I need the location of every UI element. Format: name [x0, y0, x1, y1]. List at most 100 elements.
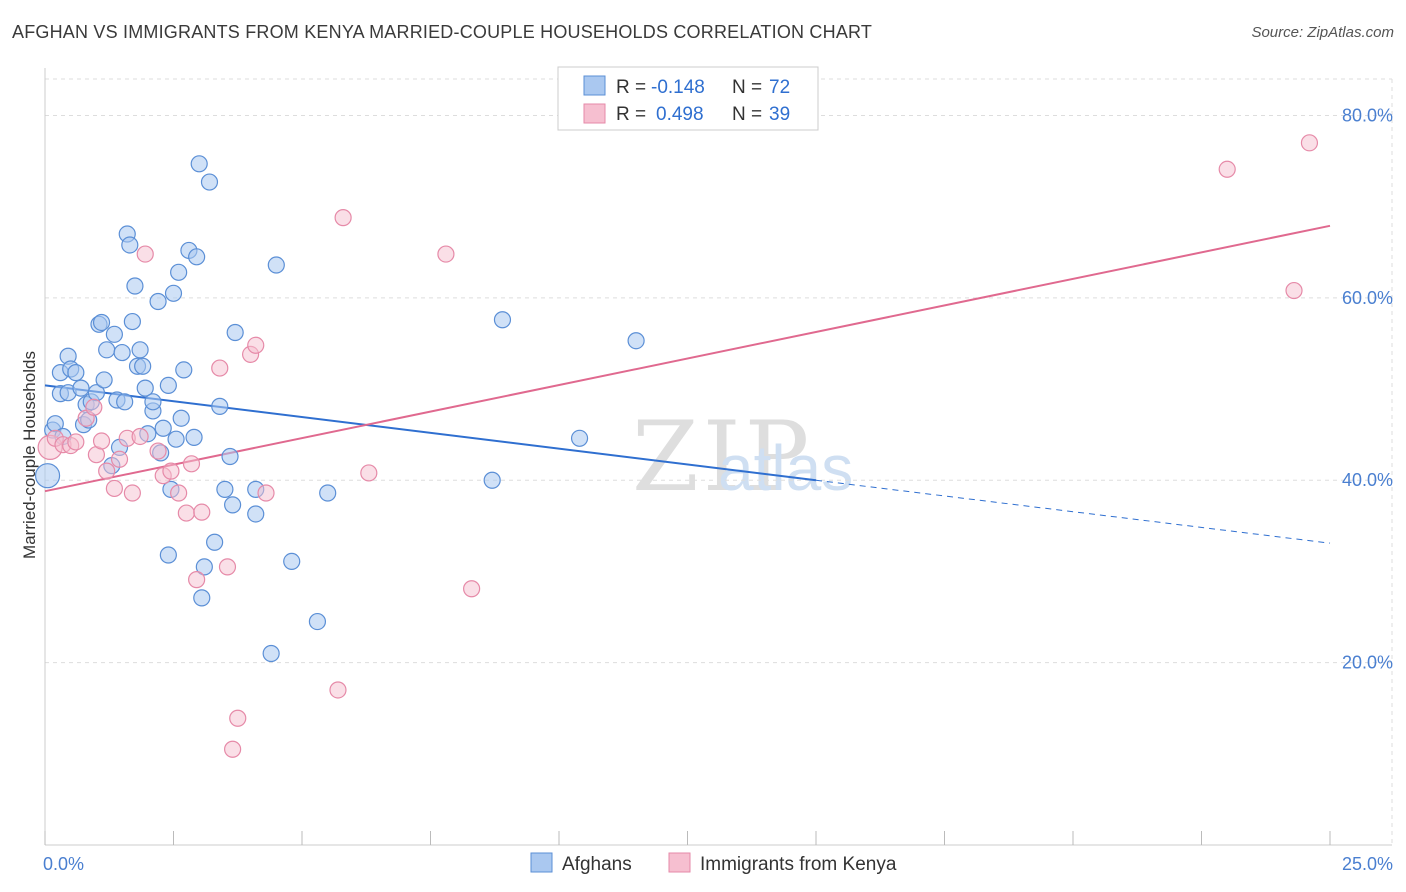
- afghans-point: [185, 428, 203, 446]
- bottom-swatch-afghans: [530, 852, 553, 873]
- y-tick-label-80: 80.0%: [1342, 105, 1393, 125]
- afghans-point: [570, 429, 589, 447]
- kenya-point: [1285, 281, 1303, 300]
- kenya-point: [229, 709, 247, 727]
- kenya-point: [1218, 160, 1236, 178]
- afghans-point: [92, 313, 111, 332]
- kenya-point: [193, 503, 211, 521]
- afghans-point: [67, 364, 85, 382]
- afghans-point: [200, 173, 219, 191]
- kenya-point: [136, 245, 154, 263]
- kenya-point: [437, 245, 455, 263]
- y-tick-label-20: 20.0%: [1342, 653, 1393, 673]
- afghans-point: [493, 311, 512, 329]
- legend-r-label-1: R =: [616, 77, 646, 98]
- kenya-trend-line: [44, 224, 1331, 493]
- afghans-point: [221, 447, 239, 466]
- y-tick-label-40: 40.0%: [1342, 470, 1393, 490]
- afghans-point: [72, 379, 90, 397]
- legend-r-label-2: R =: [616, 104, 646, 125]
- y-tick-label-60: 60.0%: [1342, 288, 1393, 308]
- chart-title: AFGHAN VS IMMIGRANTS FROM KENYA MARRIED-…: [12, 22, 873, 42]
- afghans-point: [154, 419, 172, 437]
- afghans-point: [190, 155, 208, 173]
- afghans-point: [98, 341, 116, 359]
- afghans-point: [308, 612, 327, 631]
- series-legend: Afghans Immigrants from Kenya: [530, 852, 897, 875]
- afghans-point: [627, 332, 645, 350]
- legend-kenya: Immigrants from Kenya: [700, 854, 897, 875]
- kenya-point: [92, 432, 111, 450]
- afghans-point: [149, 292, 167, 311]
- kenya-point: [334, 209, 352, 227]
- afghans-point: [175, 361, 193, 379]
- afghans-points: [34, 155, 645, 663]
- afghans-point: [195, 558, 213, 576]
- kenya-point: [257, 484, 275, 502]
- legend-n-value-2: 39: [769, 104, 790, 125]
- source-label: Source: ZipAtlas.com: [1251, 24, 1394, 41]
- trend-lines: [44, 224, 1331, 544]
- afghans-point: [216, 480, 234, 498]
- afghans-point: [193, 589, 211, 607]
- legend-n-label-2: N =: [732, 104, 762, 125]
- afghans-point: [224, 496, 242, 514]
- afghans-point: [283, 552, 301, 570]
- legend-n-label-1: N =: [732, 77, 762, 98]
- afghans-point: [267, 256, 285, 274]
- afghans-point: [113, 343, 131, 362]
- x-tick-label-min: 0.0%: [43, 854, 84, 874]
- afghans-point: [167, 430, 185, 448]
- kenya-point: [247, 336, 265, 354]
- y-tick-labels: 20.0% 40.0% 60.0% 80.0%: [1342, 105, 1393, 672]
- afghans-point: [121, 236, 139, 254]
- afghans-point: [159, 546, 177, 564]
- afghans-point: [136, 379, 154, 397]
- watermark-atlas: atlas: [718, 432, 853, 504]
- afghans-point: [34, 463, 61, 489]
- kenya-point: [1300, 134, 1319, 152]
- afghans-point: [188, 248, 206, 266]
- kenya-point: [131, 427, 149, 446]
- kenya-point: [218, 558, 237, 576]
- legend-swatch-afghans: [583, 75, 606, 96]
- afghans-point: [164, 284, 183, 302]
- afghans-point: [116, 393, 134, 411]
- kenya-point: [149, 442, 167, 460]
- kenya-point: [463, 580, 481, 598]
- bottom-swatch-kenya: [668, 852, 691, 873]
- afghans-point: [172, 409, 190, 427]
- afghans-point: [226, 323, 244, 342]
- watermark-zip: ZIP: [632, 401, 813, 513]
- kenya-point: [182, 455, 201, 473]
- afghans-point: [123, 312, 141, 331]
- kenya-point: [177, 504, 195, 522]
- kenya-point: [211, 359, 229, 377]
- afghans-point: [144, 393, 162, 411]
- afghans-point: [105, 325, 123, 343]
- kenya-point: [188, 571, 206, 589]
- afghans-point: [262, 644, 280, 663]
- kenya-point: [110, 450, 129, 468]
- afghans-point: [319, 484, 337, 502]
- kenya-point: [123, 484, 141, 502]
- afghans-point: [131, 341, 149, 359]
- afghans-point: [211, 397, 229, 415]
- afghans-point: [134, 357, 152, 375]
- legend-r-value-2: 0.498: [656, 104, 704, 125]
- kenya-point: [67, 433, 85, 451]
- afghans-point: [247, 505, 265, 523]
- kenya-point: [105, 479, 123, 498]
- afghans-point: [170, 263, 188, 281]
- afghans-trend-extension: [815, 479, 1331, 544]
- afghans-point: [159, 376, 177, 394]
- legend-afghans: Afghans: [562, 854, 632, 875]
- afghans-point: [126, 277, 144, 295]
- kenya-point: [224, 740, 242, 758]
- x-tick-label-max: 25.0%: [1342, 854, 1393, 874]
- legend-n-value-1: 72: [769, 77, 790, 98]
- kenya-point: [98, 462, 116, 480]
- stats-legend: R = -0.148 N = 72 R = 0.498 N = 39: [557, 66, 819, 131]
- afghans-point: [206, 533, 224, 551]
- kenya-point: [85, 398, 103, 416]
